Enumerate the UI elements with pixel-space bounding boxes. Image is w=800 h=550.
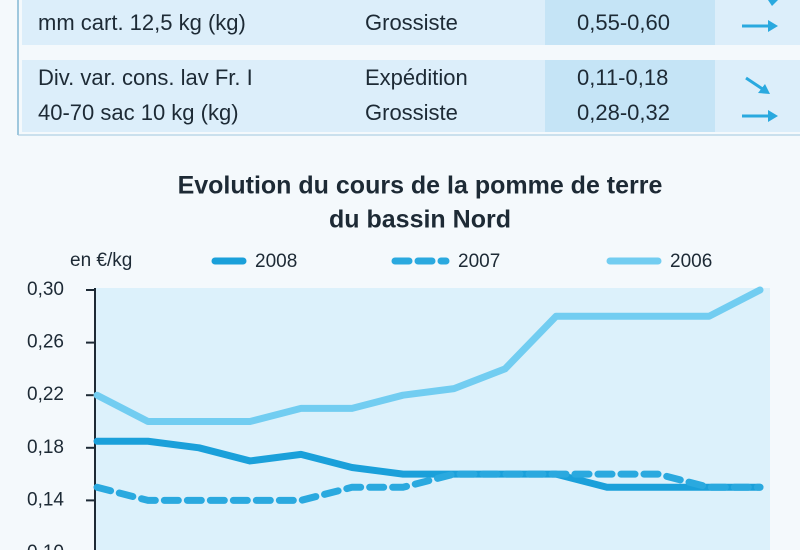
legend-label: 2006 (670, 251, 712, 272)
product-cell: mm cart. 12,5 kg (kg) (38, 10, 246, 35)
stage-cell: Grossiste (365, 10, 458, 35)
price-cell (545, 0, 715, 45)
series-line (93, 470, 764, 504)
y-tick-label: 0,26 (27, 332, 64, 353)
stage-cell: Expédition (365, 65, 468, 90)
chart-title: Evolution du cours de la pomme de terre (178, 172, 663, 200)
trend-arrows (742, 0, 778, 122)
product-cell: 40-70 sac 10 kg (kg) (38, 100, 239, 125)
legend-label: 2007 (458, 251, 500, 272)
y-axis-label: en €/kg (70, 250, 132, 271)
chart-title: du bassin Nord (329, 206, 511, 234)
y-tick-label: 0,10 (27, 542, 64, 550)
y-tick-label: 0,30 (27, 279, 64, 300)
legend-label: 2008 (255, 251, 297, 272)
series-line (93, 437, 764, 491)
stage-cell: Grossiste (365, 100, 458, 125)
y-tick-label: 0,22 (27, 384, 64, 405)
price-cell-text: 0,11-0,18 (577, 65, 668, 90)
y-tick-label: 0,14 (27, 489, 64, 510)
series-line (93, 286, 764, 425)
price-cell (545, 60, 715, 132)
product-cell: Div. var. cons. lav Fr. I (38, 65, 253, 90)
y-tick-label: 0,18 (27, 437, 64, 458)
price-cell-text: 0,28-0,32 (577, 100, 670, 125)
price-cell-text: 0,55-0,60 (577, 10, 670, 35)
